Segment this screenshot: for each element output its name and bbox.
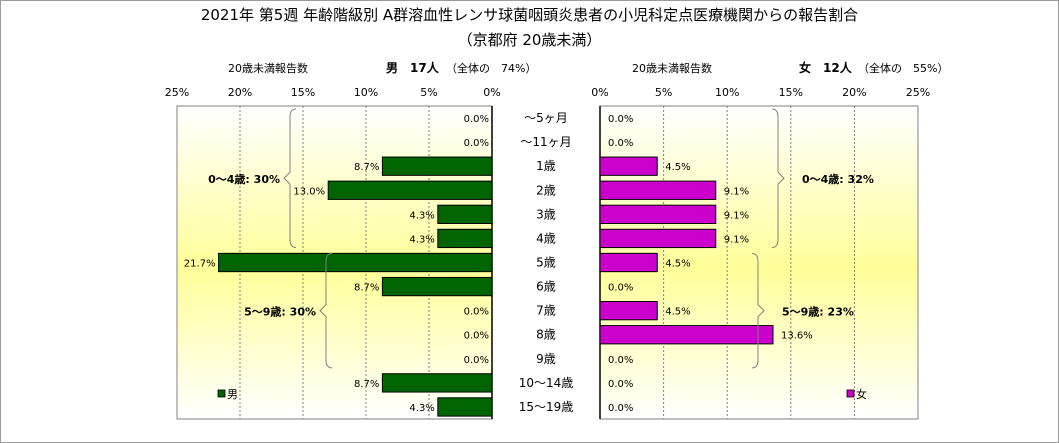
female-bar-4 bbox=[599, 204, 717, 224]
male-header-count-label: 20歳未満報告数 bbox=[228, 62, 308, 75]
male-bar-6 bbox=[218, 252, 493, 273]
male-bracket-0 bbox=[283, 108, 297, 248]
female-value-label-7: 0.0% bbox=[608, 283, 633, 294]
male-bar-3 bbox=[327, 180, 493, 200]
category-label-12: 15～19歳 bbox=[519, 400, 574, 414]
male-value-label-3: 13.0% bbox=[293, 186, 325, 197]
male-bracket-label-1: 5～9歳: 30% bbox=[244, 305, 316, 319]
female-bar-8 bbox=[599, 301, 658, 321]
category-label-7: 6歳 bbox=[536, 280, 556, 294]
female-value-label-11: 0.0% bbox=[608, 379, 633, 390]
female-header-count-label: 20歳未満報告数 bbox=[632, 62, 712, 75]
male-value-label-0: 0.0% bbox=[464, 114, 489, 125]
female-value-label-2: 4.5% bbox=[665, 162, 690, 173]
female-value-label-3: 9.1% bbox=[724, 186, 749, 197]
female-value-label-12: 0.0% bbox=[608, 403, 633, 414]
male-header-title: 男 17人 bbox=[386, 60, 440, 75]
male-bracket-label-0: 0～4歳: 30% bbox=[208, 172, 280, 186]
category-label-3: 2歳 bbox=[536, 183, 556, 197]
female-bar-5 bbox=[599, 228, 717, 249]
male-value-label-10: 0.0% bbox=[464, 355, 489, 366]
female-legend-label: 女 bbox=[856, 387, 867, 401]
female-tick-label-3: 15% bbox=[779, 86, 803, 99]
female-value-label-10: 0.0% bbox=[608, 355, 633, 366]
female-tick-label-0: 0% bbox=[591, 86, 608, 99]
female-value-label-6: 4.5% bbox=[665, 259, 690, 270]
male-bracket-1 bbox=[319, 252, 333, 369]
male-value-label-1: 0.0% bbox=[464, 138, 489, 149]
male-bar-4 bbox=[437, 204, 493, 224]
male-bar-7 bbox=[381, 276, 493, 297]
female-tick-label-2: 10% bbox=[715, 86, 739, 99]
female-bracket-1 bbox=[751, 252, 765, 369]
female-value-label-1: 0.0% bbox=[608, 138, 633, 149]
male-value-label-4: 4.3% bbox=[409, 210, 434, 221]
category-label-0: ～5ヶ月 bbox=[524, 111, 568, 125]
male-bar-11 bbox=[381, 373, 493, 393]
female-bracket-label-1: 5～9歳: 23% bbox=[782, 305, 854, 319]
female-tick-label-4: 20% bbox=[842, 86, 866, 99]
male-tick-label-0: 0% bbox=[483, 86, 500, 99]
chart-subtitle: （京都府 20歳未満） bbox=[457, 31, 602, 49]
male-legend-swatch bbox=[217, 389, 226, 398]
male-tick-label-3: 15% bbox=[291, 86, 315, 99]
male-tick-label-5: 25% bbox=[165, 86, 189, 99]
male-value-label-6: 21.7% bbox=[184, 259, 216, 270]
category-label-11: 10～14歳 bbox=[519, 376, 574, 390]
male-bar-5 bbox=[437, 228, 493, 249]
chart-title: 2021年 第5週 年齢階級別 A群溶血性レンサ球菌咽頭炎患者の小児科定点医療機… bbox=[200, 6, 859, 24]
female-header-title: 女 12人 bbox=[799, 60, 853, 75]
male-value-label-5: 4.3% bbox=[409, 234, 434, 245]
female-header-note: （全体の 55%） bbox=[858, 61, 948, 75]
category-label-2: 1歳 bbox=[536, 159, 556, 173]
female-value-label-0: 0.0% bbox=[608, 114, 633, 125]
male-legend-label: 男 bbox=[227, 388, 238, 401]
female-value-label-5: 9.1% bbox=[724, 234, 749, 245]
category-label-9: 8歳 bbox=[536, 328, 556, 342]
female-legend-swatch bbox=[846, 389, 855, 398]
female-bracket-0 bbox=[771, 108, 785, 248]
female-value-label-9: 13.6% bbox=[781, 331, 813, 342]
male-value-label-12: 4.3% bbox=[409, 403, 434, 414]
female-bar-2 bbox=[599, 156, 658, 176]
male-bar-2 bbox=[381, 156, 493, 176]
female-value-label-8: 4.5% bbox=[665, 307, 690, 318]
male-value-label-2: 8.7% bbox=[354, 162, 379, 173]
female-value-label-4: 9.1% bbox=[724, 210, 749, 221]
male-value-label-9: 0.0% bbox=[464, 331, 489, 342]
male-tick-label-4: 20% bbox=[228, 86, 252, 99]
category-label-1: ～11ヶ月 bbox=[520, 135, 571, 149]
category-label-4: 3歳 bbox=[536, 207, 556, 221]
male-tick-label-2: 10% bbox=[354, 86, 378, 99]
male-header-note: （全体の 74%） bbox=[446, 61, 536, 75]
category-label-6: 5歳 bbox=[536, 256, 556, 270]
female-bar-3 bbox=[599, 180, 717, 200]
female-bar-6 bbox=[599, 252, 658, 273]
male-value-label-8: 0.0% bbox=[464, 307, 489, 318]
category-label-5: 4歳 bbox=[536, 231, 556, 245]
male-value-label-7: 8.7% bbox=[354, 283, 379, 294]
female-tick-label-1: 5% bbox=[655, 86, 672, 99]
female-bracket-label-0: 0～4歳: 32% bbox=[802, 172, 874, 186]
category-label-10: 9歳 bbox=[536, 352, 556, 366]
category-label-8: 7歳 bbox=[536, 304, 556, 318]
male-tick-label-1: 5% bbox=[420, 86, 437, 99]
male-value-label-11: 8.7% bbox=[354, 379, 379, 390]
female-tick-label-5: 25% bbox=[906, 86, 930, 99]
female-bar-9 bbox=[599, 325, 774, 345]
male-bar-12 bbox=[437, 397, 493, 417]
